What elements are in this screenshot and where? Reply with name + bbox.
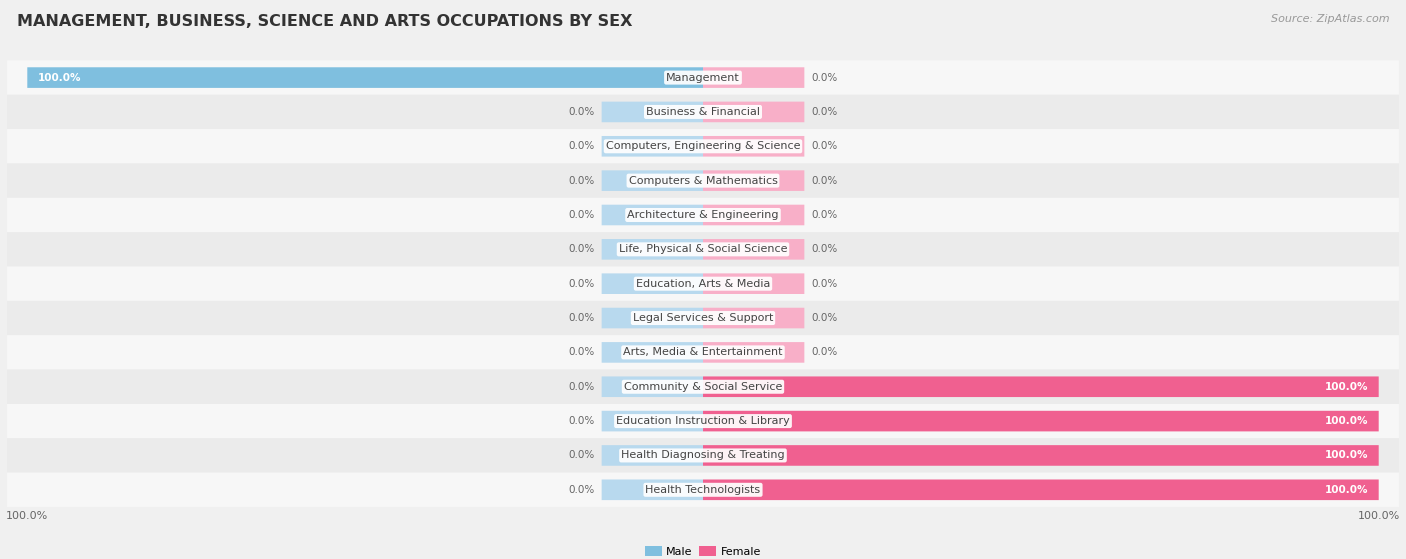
Text: 100.0%: 100.0% [1324,451,1368,461]
Text: Business & Financial: Business & Financial [645,107,761,117]
FancyBboxPatch shape [703,308,804,328]
Text: Source: ZipAtlas.com: Source: ZipAtlas.com [1271,14,1389,24]
FancyBboxPatch shape [7,267,1399,301]
FancyBboxPatch shape [703,102,804,122]
Text: 0.0%: 0.0% [568,210,595,220]
Text: 0.0%: 0.0% [568,141,595,151]
Text: 0.0%: 0.0% [568,485,595,495]
Text: 0.0%: 0.0% [568,347,595,357]
FancyBboxPatch shape [7,438,1399,472]
FancyBboxPatch shape [602,308,703,328]
FancyBboxPatch shape [703,239,804,259]
FancyBboxPatch shape [703,170,804,191]
FancyBboxPatch shape [602,480,703,500]
FancyBboxPatch shape [602,445,703,466]
FancyBboxPatch shape [703,480,1379,500]
FancyBboxPatch shape [7,129,1399,163]
Text: 0.0%: 0.0% [568,107,595,117]
FancyBboxPatch shape [7,163,1399,198]
Legend: Male, Female: Male, Female [641,542,765,559]
Text: Education, Arts & Media: Education, Arts & Media [636,279,770,288]
FancyBboxPatch shape [7,232,1399,267]
Text: Health Diagnosing & Treating: Health Diagnosing & Treating [621,451,785,461]
FancyBboxPatch shape [602,411,703,432]
Text: Computers & Mathematics: Computers & Mathematics [628,176,778,186]
FancyBboxPatch shape [7,335,1399,369]
Text: 0.0%: 0.0% [811,244,838,254]
FancyBboxPatch shape [7,95,1399,129]
Text: Management: Management [666,73,740,83]
Text: Arts, Media & Entertainment: Arts, Media & Entertainment [623,347,783,357]
FancyBboxPatch shape [703,411,1379,432]
Text: Community & Social Service: Community & Social Service [624,382,782,392]
Text: 100.0%: 100.0% [1324,382,1368,392]
Text: 100.0%: 100.0% [1324,485,1368,495]
FancyBboxPatch shape [27,67,703,88]
Text: 100.0%: 100.0% [38,73,82,83]
Text: 100.0%: 100.0% [1324,416,1368,426]
FancyBboxPatch shape [703,445,1379,466]
Text: 0.0%: 0.0% [811,141,838,151]
Text: 0.0%: 0.0% [568,451,595,461]
FancyBboxPatch shape [703,205,804,225]
FancyBboxPatch shape [602,376,703,397]
FancyBboxPatch shape [7,369,1399,404]
FancyBboxPatch shape [7,301,1399,335]
Text: 0.0%: 0.0% [811,313,838,323]
Text: 0.0%: 0.0% [568,382,595,392]
FancyBboxPatch shape [7,198,1399,232]
FancyBboxPatch shape [703,273,804,294]
Text: Health Technologists: Health Technologists [645,485,761,495]
FancyBboxPatch shape [602,342,703,363]
FancyBboxPatch shape [602,136,703,157]
Text: MANAGEMENT, BUSINESS, SCIENCE AND ARTS OCCUPATIONS BY SEX: MANAGEMENT, BUSINESS, SCIENCE AND ARTS O… [17,14,633,29]
Text: 0.0%: 0.0% [568,279,595,288]
Text: 0.0%: 0.0% [568,313,595,323]
Text: 0.0%: 0.0% [811,279,838,288]
Text: 0.0%: 0.0% [568,176,595,186]
FancyBboxPatch shape [602,170,703,191]
Text: Education Instruction & Library: Education Instruction & Library [616,416,790,426]
FancyBboxPatch shape [7,404,1399,438]
Text: Life, Physical & Social Science: Life, Physical & Social Science [619,244,787,254]
FancyBboxPatch shape [7,60,1399,95]
FancyBboxPatch shape [602,102,703,122]
FancyBboxPatch shape [602,205,703,225]
Text: Legal Services & Support: Legal Services & Support [633,313,773,323]
FancyBboxPatch shape [703,136,804,157]
FancyBboxPatch shape [7,472,1399,507]
Text: 0.0%: 0.0% [568,244,595,254]
Text: 0.0%: 0.0% [811,210,838,220]
FancyBboxPatch shape [602,239,703,259]
FancyBboxPatch shape [703,376,1379,397]
Text: Computers, Engineering & Science: Computers, Engineering & Science [606,141,800,151]
FancyBboxPatch shape [703,342,804,363]
FancyBboxPatch shape [703,67,804,88]
Text: 0.0%: 0.0% [811,347,838,357]
FancyBboxPatch shape [602,273,703,294]
Text: 0.0%: 0.0% [568,416,595,426]
Text: 0.0%: 0.0% [811,107,838,117]
Text: 0.0%: 0.0% [811,73,838,83]
Text: 0.0%: 0.0% [811,176,838,186]
Text: Architecture & Engineering: Architecture & Engineering [627,210,779,220]
